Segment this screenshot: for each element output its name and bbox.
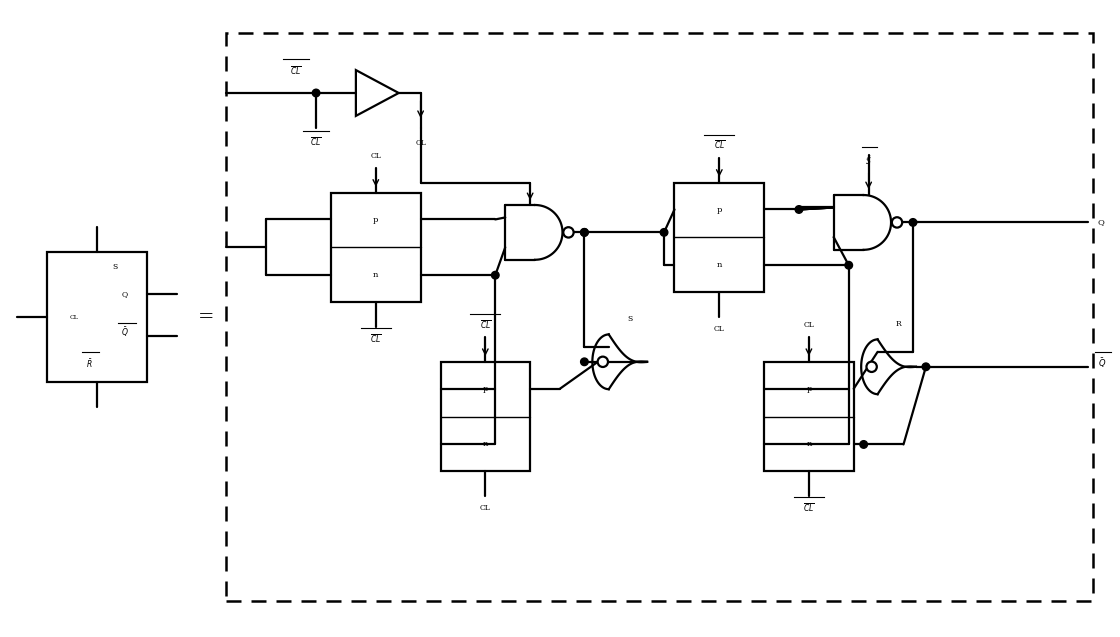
Text: p: p [373, 216, 379, 224]
Text: $\bar{S}$: $\bar{S}$ [866, 154, 872, 166]
Text: $\bar{R}$: $\bar{R}$ [86, 357, 92, 370]
Polygon shape [356, 70, 399, 116]
Bar [440, 362, 530, 471]
Bar [226, 33, 1093, 601]
Bar [332, 192, 421, 302]
Circle shape [598, 357, 608, 367]
Text: CL: CL [803, 321, 814, 329]
Text: =: = [198, 308, 215, 326]
Text: R: R [896, 320, 902, 329]
Circle shape [580, 229, 588, 236]
Text: Q: Q [122, 290, 128, 297]
Text: $\bar{Q}$: $\bar{Q}$ [121, 326, 129, 340]
Circle shape [867, 362, 877, 372]
Circle shape [661, 229, 668, 236]
Text: n: n [717, 261, 722, 269]
Text: $\overline{CL}$: $\overline{CL}$ [310, 137, 321, 149]
Text: CL: CL [713, 325, 725, 333]
Circle shape [492, 271, 500, 279]
Text: $\bar{Q}$: $\bar{Q}$ [1098, 356, 1105, 369]
Text: Q: Q [1098, 218, 1104, 226]
Circle shape [563, 227, 573, 238]
Bar [47, 252, 147, 382]
Text: S: S [112, 263, 118, 271]
Text: $\overline{CL}$: $\overline{CL}$ [290, 65, 302, 77]
Text: CL: CL [371, 152, 381, 160]
Text: CL: CL [480, 504, 491, 512]
Text: p: p [483, 385, 488, 393]
Text: p: p [717, 206, 722, 214]
Text: n: n [806, 440, 812, 448]
Text: $\overline{CL}$: $\overline{CL}$ [713, 140, 725, 152]
Circle shape [844, 261, 852, 269]
Bar [674, 183, 764, 292]
Text: S: S [627, 315, 633, 324]
Text: $\overline{CL}$: $\overline{CL}$ [803, 502, 814, 514]
Text: $\overline{CL}$: $\overline{CL}$ [370, 333, 382, 345]
Circle shape [892, 217, 903, 227]
Circle shape [312, 89, 320, 97]
Circle shape [860, 441, 868, 448]
Text: CL: CL [416, 139, 426, 147]
Circle shape [580, 229, 588, 236]
Circle shape [580, 358, 588, 366]
Bar [764, 362, 853, 471]
Text: p: p [806, 385, 812, 393]
Circle shape [922, 363, 930, 371]
Circle shape [795, 206, 803, 213]
Text: n: n [483, 440, 488, 448]
Text: n: n [373, 271, 379, 279]
Text: $\overline{CL}$: $\overline{CL}$ [479, 319, 491, 331]
Circle shape [909, 218, 917, 226]
Text: CL: CL [69, 315, 78, 320]
